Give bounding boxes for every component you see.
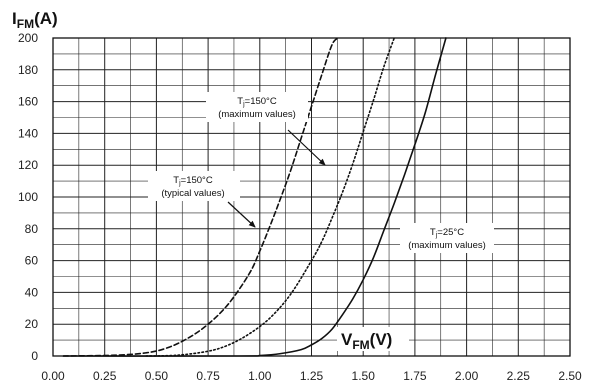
svg-text:Tj=25°C: Tj=25°C	[430, 227, 464, 239]
grid	[52, 37, 571, 357]
svg-text:VFM(V): VFM(V)	[341, 330, 392, 352]
svg-text:Tj=150°C: Tj=150°C	[237, 96, 277, 108]
x-tick-label: 0.75	[196, 369, 220, 383]
y-tick-label: 120	[18, 158, 38, 172]
plot-frame	[52, 37, 571, 357]
x-axis-title: VFM(V)	[337, 327, 409, 352]
series-line-tj-25-c-maximum-values-solid	[62, 37, 447, 357]
x-tick-labels: 0.00 0.25 0.50 0.75 1.00 1.25 1.50 1.75 2.00 2.25…	[41, 369, 582, 383]
y-axis-title: IFM(A)	[12, 9, 58, 31]
series-line-tj-150-c-typical-values-dashed	[62, 37, 340, 357]
y-tick-label: 20	[25, 317, 39, 331]
annotation-tj25-max: Tj=25°C (maximum values)	[400, 223, 494, 253]
x-tick-label: 0.25	[93, 369, 117, 383]
x-tick-label: 0.00	[41, 369, 65, 383]
y-tick-labels: 0 20 40 60 80 100 120 140 160 180 200	[18, 31, 38, 363]
svg-text:(typical values): (typical values)	[161, 188, 224, 199]
x-tick-label: 1.00	[248, 369, 272, 383]
y-tick-label: 60	[25, 254, 39, 268]
x-tick-label: 2.00	[455, 369, 479, 383]
x-tick-label: 2.50	[558, 369, 582, 383]
y-tick-label: 180	[18, 63, 38, 77]
x-tick-label: 0.50	[145, 369, 169, 383]
svg-text:(maximum values): (maximum values)	[218, 109, 296, 120]
y-tick-label: 80	[25, 222, 39, 236]
y-tick-label: 160	[18, 95, 38, 109]
svg-text:(maximum values): (maximum values)	[408, 240, 486, 251]
annotation-tj150-max: Tj=150°C (maximum values)	[206, 92, 326, 166]
x-tick-label: 1.50	[352, 369, 376, 383]
y-tick-label: 40	[25, 285, 39, 299]
series-group	[62, 37, 447, 357]
series-line-tj-150-c-maximum-values-dotted	[145, 37, 396, 357]
y-tick-label: 140	[18, 126, 38, 140]
annotation-tj150-typ: Tj=150°C (typical values)	[148, 171, 256, 228]
svg-text:Tj=150°C: Tj=150°C	[173, 175, 213, 187]
x-tick-label: 1.25	[300, 369, 324, 383]
x-tick-label: 1.75	[403, 369, 427, 383]
x-tick-label: 2.25	[507, 369, 531, 383]
y-tick-label: 0	[31, 349, 38, 363]
y-tick-label: 100	[18, 190, 38, 204]
y-tick-label: 200	[18, 31, 38, 45]
